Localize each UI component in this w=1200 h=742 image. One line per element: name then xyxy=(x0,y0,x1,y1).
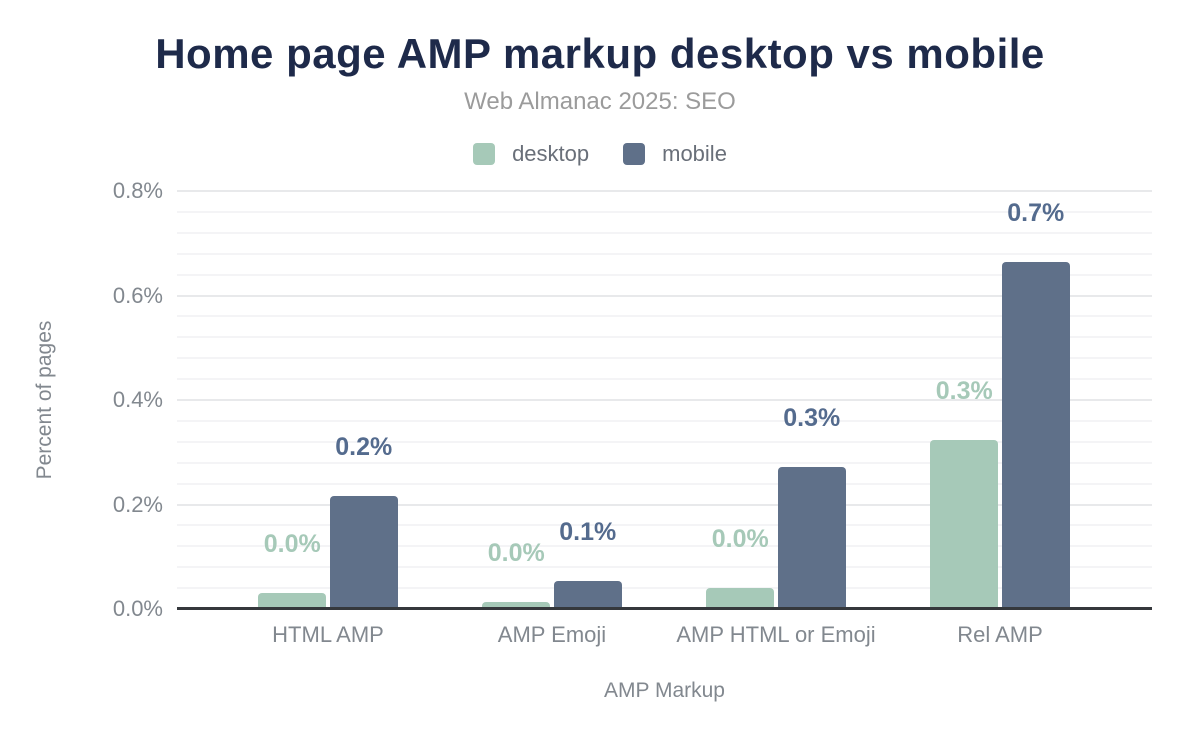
minor-gridline xyxy=(177,336,1152,339)
x-tick-label-rel-amp: Rel AMP xyxy=(957,622,1043,647)
x-axis-line xyxy=(177,607,1152,610)
major-gridline xyxy=(177,399,1152,401)
value-label-mobile-amp-html-or-emoji: 0.3% xyxy=(783,403,841,432)
legend-item-desktop[interactable]: desktop xyxy=(473,141,589,167)
value-label-mobile-html-amp: 0.2% xyxy=(335,433,393,462)
x-axis-title: AMP Markup xyxy=(604,679,725,702)
minor-gridline xyxy=(177,482,1152,485)
bar-mobile-amp-html-or-emoji xyxy=(777,466,846,609)
bar-desktop-rel-amp xyxy=(930,440,999,609)
y-tick-label: 0.2% xyxy=(112,491,163,517)
legend: desktop mobile xyxy=(0,140,1200,168)
major-gridline xyxy=(177,294,1152,297)
value-label-mobile-rel-amp: 0.7% xyxy=(1007,199,1065,228)
minor-gridline xyxy=(177,231,1152,234)
value-label-desktop-rel-amp: 0.3% xyxy=(935,377,993,406)
minor-gridline xyxy=(177,461,1152,464)
plot-area: 0.0% 0.2% 0.4% 0.6% 0.8% 0.0% 0.2% HTML AMP 0.0%… xyxy=(113,179,1152,647)
minor-gridline xyxy=(177,315,1152,318)
y-tick-label: 0.8% xyxy=(112,178,163,203)
chart-subtitle: Web Almanac 2025: SEO xyxy=(464,88,736,115)
major-gridline xyxy=(177,503,1152,506)
y-axis-title: Percent of pages xyxy=(33,320,56,480)
chart-title: Home page AMP markup desktop vs mobile xyxy=(155,30,1045,77)
value-label-desktop-amp-emoji: 0.0% xyxy=(487,539,545,568)
y-tick-label: 0.0% xyxy=(112,596,163,621)
bar-desktop-amp-html-or-emoji xyxy=(706,588,775,609)
minor-gridline xyxy=(177,587,1152,590)
bar-desktop-html-amp xyxy=(258,592,327,609)
minor-gridline xyxy=(177,357,1152,360)
bar-desktop-amp-emoji xyxy=(482,602,551,609)
bar-mobile-rel-amp xyxy=(1001,262,1070,609)
x-tick-label-amp-html-or-emoji: AMP HTML or Emoji xyxy=(676,622,876,647)
y-tick-label: 0.6% xyxy=(112,282,163,308)
minor-gridline xyxy=(177,210,1152,213)
legend-label-mobile: mobile xyxy=(662,141,727,166)
bar-mobile-amp-emoji xyxy=(553,580,622,609)
legend-item-mobile[interactable]: mobile xyxy=(623,141,727,167)
desktop-series-swatch xyxy=(473,143,496,165)
minor-gridline xyxy=(177,545,1152,548)
value-label-desktop-amp-html-or-emoji: 0.0% xyxy=(711,525,769,554)
value-label-mobile-amp-emoji: 0.1% xyxy=(559,517,617,546)
legend-label-desktop: desktop xyxy=(512,141,590,166)
mobile-series-swatch xyxy=(623,143,646,165)
major-gridline xyxy=(177,190,1152,192)
y-tick-label: 0.4% xyxy=(112,387,163,412)
x-tick-label-amp-emoji: AMP Emoji xyxy=(497,622,607,647)
value-label-desktop-html-amp: 0.0% xyxy=(263,529,321,558)
minor-gridline xyxy=(177,252,1152,255)
minor-gridline xyxy=(177,440,1152,443)
x-tick-label-html-amp: HTML AMP xyxy=(272,622,384,647)
bar-mobile-html-amp xyxy=(329,496,398,609)
minor-gridline xyxy=(177,566,1152,569)
minor-gridline xyxy=(177,378,1152,381)
minor-gridline xyxy=(177,419,1152,422)
minor-gridline xyxy=(177,273,1152,276)
minor-gridline xyxy=(177,524,1152,527)
